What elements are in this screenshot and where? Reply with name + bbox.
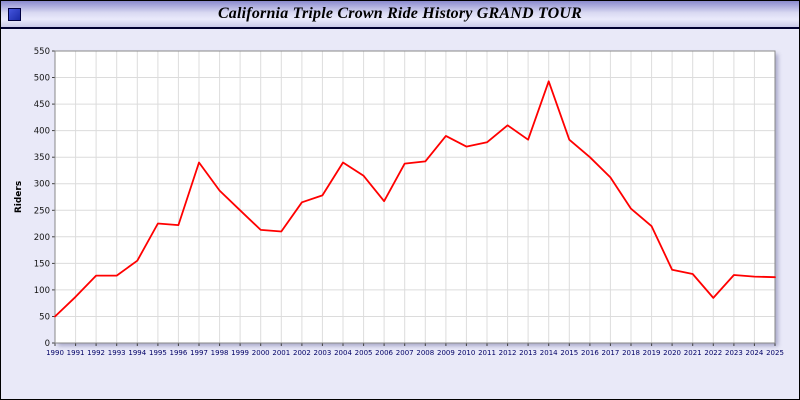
- x-tick-label: 2024: [745, 349, 763, 357]
- x-tick-label: 2002: [293, 349, 311, 357]
- y-tick-label: 150: [34, 259, 50, 269]
- y-tick-label: 350: [34, 153, 50, 163]
- x-tick-label: 2006: [375, 349, 393, 357]
- x-tick-label: 2013: [519, 349, 537, 357]
- x-tick-label: 2001: [272, 349, 290, 357]
- x-tick-label: 2011: [478, 349, 496, 357]
- x-tick-label: 2012: [499, 349, 517, 357]
- x-tick-label: 2005: [355, 349, 373, 357]
- x-tick-label: 1999: [231, 349, 249, 357]
- chart-panel: 0 50 100 150 200 250 300 350 400 450 500 550 1990 199…: [9, 43, 789, 373]
- x-tick-label: 2003: [313, 349, 331, 357]
- x-tick-label: 2014: [540, 349, 558, 357]
- x-tick-label: 1997: [190, 349, 208, 357]
- x-tick-label: 2009: [437, 349, 455, 357]
- x-tick-label: 2018: [622, 349, 640, 357]
- riders-series-line: [54, 80, 776, 318]
- x-tick-label: 2025: [766, 349, 784, 357]
- y-axis-label: Riders: [14, 181, 24, 213]
- x-tick-label: 1998: [211, 349, 229, 357]
- y-tick-label: 500: [34, 74, 50, 84]
- x-tick-label: 2023: [725, 349, 743, 357]
- plot-area: [55, 51, 775, 343]
- x-tick-label: 1991: [67, 349, 85, 357]
- x-tick-label: 2019: [643, 349, 661, 357]
- x-tick-label: 1996: [169, 349, 187, 357]
- x-tick-label: 2004: [334, 349, 352, 357]
- x-tick-label: 1993: [108, 349, 126, 357]
- y-tick-label: 100: [34, 286, 50, 296]
- window-icon: [8, 8, 21, 21]
- x-tick-label: 1995: [149, 349, 167, 357]
- page-title: California Triple Crown Ride History GRA…: [217, 5, 583, 22]
- title-bar: California Triple Crown Ride History GRA…: [1, 1, 799, 29]
- y-tick-label: 200: [34, 233, 50, 243]
- x-tick-label: 2007: [396, 349, 414, 357]
- x-tick-label: 2015: [560, 349, 578, 357]
- x-tick-label: 2016: [581, 349, 599, 357]
- y-tick-label: 450: [34, 100, 50, 110]
- x-tick-label: 2017: [601, 349, 619, 357]
- x-tick-label: 2021: [684, 349, 702, 357]
- x-tick-label: 1994: [128, 349, 146, 357]
- x-tick-label: 2000: [252, 349, 270, 357]
- y-tick-label: 50: [39, 313, 50, 323]
- y-tick-label: 250: [34, 206, 50, 216]
- x-tick-label: 2022: [704, 349, 722, 357]
- y-tick-label: 550: [34, 47, 50, 57]
- y-tick-label: 0: [45, 339, 50, 349]
- x-tick-label: 2008: [416, 349, 434, 357]
- x-tick-label: 1992: [87, 349, 105, 357]
- y-tick-label: 300: [34, 180, 50, 190]
- x-tick-label: 1990: [46, 349, 64, 357]
- x-tick-label: 2020: [663, 349, 681, 357]
- x-tick-label: 2010: [457, 349, 475, 357]
- y-tick-label: 400: [34, 127, 50, 137]
